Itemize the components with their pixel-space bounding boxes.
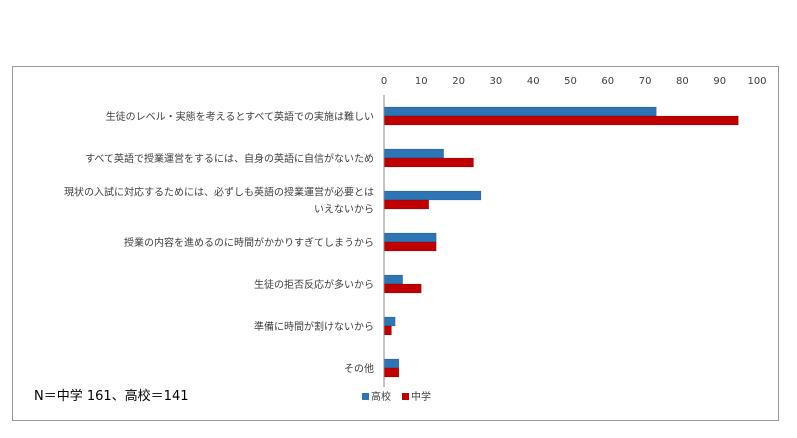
category-label: すべて英語で授業運営をするには、自身の英語に自信がないため xyxy=(85,152,374,165)
category-label-line: 授業の内容を進めるのに時間がかかりすぎてしまうから xyxy=(124,236,374,249)
bar-junior-high xyxy=(383,283,422,294)
bar-junior-high xyxy=(383,367,400,378)
x-tick-label: 0 xyxy=(381,76,387,87)
x-tick-label: 80 xyxy=(676,76,689,87)
legend: 高校 中学 xyxy=(362,390,431,403)
category-label-line: いえないから xyxy=(314,204,374,216)
category-label: 生徒のレベル・実態を考えるとすべて英語での実施は難しい xyxy=(106,110,374,123)
category-label: 授業の内容を進めるのに時間がかかりすぎてしまうから xyxy=(124,236,374,249)
bars xyxy=(383,106,739,378)
bar-junior-high xyxy=(383,199,430,210)
legend-swatch xyxy=(402,393,409,400)
category-label-line: 準備に時間が割けないから xyxy=(254,320,374,333)
legend-label: 中学 xyxy=(411,390,431,403)
x-tick-label: 40 xyxy=(527,76,540,87)
category-label-line: 現状の入試に対応するためには、必ずしも英語の授業運営が必要とは xyxy=(64,186,374,199)
bar-high-school xyxy=(383,358,400,369)
x-tick-label: 30 xyxy=(490,76,503,87)
category-label-line: その他 xyxy=(344,362,374,375)
legend-label: 高校 xyxy=(371,390,391,403)
legend-swatch xyxy=(362,393,369,400)
bar-junior-high xyxy=(383,157,474,168)
x-tick-label: 90 xyxy=(713,76,726,87)
bar-high-school xyxy=(383,274,403,285)
x-tick-label: 70 xyxy=(639,76,652,87)
bar-high-school xyxy=(383,232,437,243)
x-tick-label: 60 xyxy=(601,76,614,87)
x-tick-label: 20 xyxy=(452,76,465,87)
category-label: 生徒の拒否反応が多いから xyxy=(254,278,374,291)
category-label: 現状の入試に対応するためには、必ずしも英語の授業運営が必要とはいえないから xyxy=(64,186,374,216)
category-labels: 生徒のレベル・実態を考えるとすべて英語での実施は難しいすべて英語で授業運営をする… xyxy=(64,110,374,375)
category-label-line: 生徒のレベル・実態を考えるとすべて英語での実施は難しい xyxy=(106,110,374,123)
category-label: その他 xyxy=(344,362,374,375)
bar-junior-high xyxy=(383,241,437,252)
bar-high-school xyxy=(383,106,657,117)
x-tick-label: 50 xyxy=(564,76,577,87)
sample-size-note: N＝中学 161、高校＝141 xyxy=(34,388,188,404)
bar-junior-high xyxy=(383,115,739,126)
category-label-line: すべて英語で授業運営をするには、自身の英語に自信がないため xyxy=(85,152,374,165)
category-label-line: 生徒の拒否反応が多いから xyxy=(254,278,374,291)
category-label: 準備に時間が割けないから xyxy=(254,320,374,333)
bar-high-school xyxy=(383,148,444,159)
x-tick-label: 10 xyxy=(415,76,428,87)
bar-high-school xyxy=(383,316,396,327)
x-tick-labels: 0 10 20 30 40 50 60 70 80 90 100 xyxy=(381,76,767,87)
x-tick-label: 100 xyxy=(747,76,766,87)
bar-junior-high xyxy=(383,325,392,336)
bar-high-school xyxy=(383,190,482,201)
